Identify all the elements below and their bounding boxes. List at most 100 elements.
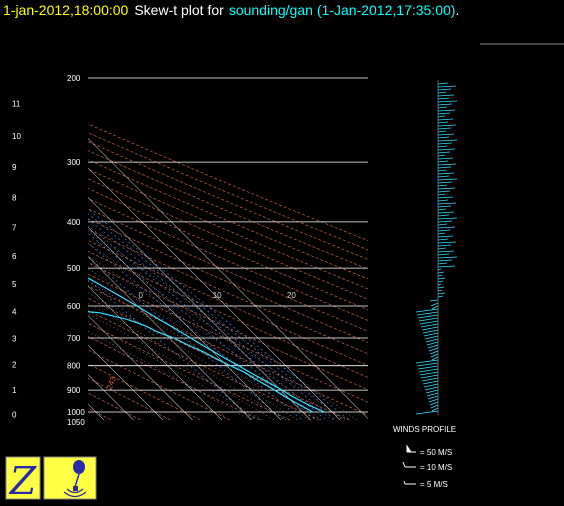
mixing-ratio-line — [88, 218, 336, 420]
isotherm-line — [88, 197, 311, 420]
wind-barb — [437, 103, 453, 106]
wind-barb — [429, 401, 439, 406]
isotherm-line — [0, 78, 18, 422]
wind-barb — [437, 133, 455, 136]
wind-barb — [426, 341, 439, 346]
wind-barb — [437, 181, 453, 184]
wind-barb — [431, 356, 439, 361]
sonde-box-icon — [73, 486, 78, 491]
wind-barb — [429, 299, 439, 302]
wind-barb — [416, 362, 439, 367]
isotherm-line — [88, 344, 164, 420]
wind-barb — [417, 365, 439, 370]
wind-barb — [437, 259, 453, 262]
wind-barb — [437, 157, 454, 160]
wind-barb — [437, 205, 452, 208]
header-date: 1-jan-2012,18:00:00 — [3, 2, 129, 18]
dry-adiabat-line — [88, 218, 368, 343]
wind-barb — [415, 410, 439, 415]
zebra-logo[interactable]: Z — [5, 456, 41, 503]
pennant-icon — [406, 444, 416, 453]
wind-barb — [437, 94, 455, 97]
wind-barb — [415, 359, 439, 364]
wind-barb — [437, 148, 456, 151]
wind-barb — [429, 350, 439, 355]
wind-barb — [437, 88, 452, 91]
wind-barb — [437, 175, 450, 178]
mixing-ratio-line — [88, 225, 327, 420]
wind-barb — [428, 398, 439, 403]
wind-barb — [437, 250, 455, 253]
wind-barb — [437, 178, 458, 181]
wind-barb — [437, 190, 451, 193]
wind-barb — [427, 395, 439, 400]
wind-barb — [437, 226, 456, 229]
wind-barb — [437, 196, 454, 199]
wind-barb — [437, 253, 450, 256]
zebra-logo-bg — [5, 456, 41, 500]
wind-barb — [421, 377, 439, 382]
wind-barb — [437, 214, 450, 217]
height-km-tick-label: 0 — [12, 411, 17, 420]
wind-barb — [437, 268, 442, 271]
dry-adiabat-line — [88, 123, 368, 241]
wind-barb — [420, 323, 439, 328]
mixing-ratio-line — [88, 213, 344, 420]
wind-legend-50: = 50 M/S — [406, 444, 452, 457]
dry-adiabat-line — [88, 132, 368, 251]
sonde-logo[interactable] — [43, 456, 97, 500]
wind-barb — [422, 329, 439, 334]
wind-barb — [430, 404, 439, 409]
wind-barb — [437, 292, 446, 295]
wind-barb — [425, 389, 439, 394]
height-km-tick-label: 1 — [12, 386, 17, 395]
height-km-tick-label: 5 — [12, 280, 17, 289]
wind-barb — [437, 295, 444, 298]
wind-barb — [437, 244, 452, 247]
wind-legend-entry-5: = 5 M/S — [420, 480, 448, 489]
wind-barb — [437, 100, 458, 103]
wind-barb — [437, 97, 450, 100]
wind-legend-entry-50: = 50 M/S — [420, 448, 452, 457]
wind-barb — [437, 112, 451, 115]
wind-barb — [417, 314, 439, 319]
dry-adiabat-line — [88, 323, 291, 420]
wind-barb — [430, 302, 439, 307]
moist-adiabat-label: 20 — [287, 291, 296, 300]
pressure-tick-label: 900 — [67, 386, 81, 395]
mixing-ratio-line — [88, 242, 304, 420]
dewpoint-line — [88, 311, 314, 413]
header-plot-label: Skew-t plot for — [134, 2, 224, 18]
dry-adiabat-line — [88, 198, 368, 321]
axis-labels: 2003004005006007008009001000105001234567… — [12, 74, 296, 427]
wind-barb — [418, 368, 439, 373]
dry-adiabat-line — [88, 168, 368, 290]
moist-adiabat-line — [88, 313, 275, 420]
wind-barb — [437, 166, 452, 169]
wind-barb — [437, 172, 455, 175]
wind-barb — [437, 238, 449, 241]
moist-adiabat-label: 10 — [213, 291, 222, 300]
dry-adiabat-line — [88, 262, 368, 391]
height-km-tick-label: 11 — [12, 100, 21, 109]
wind-barb — [416, 311, 439, 316]
wind-barb — [418, 317, 439, 322]
zebra-z-icon: Z — [9, 459, 37, 503]
moist-adiabat-line — [88, 292, 299, 420]
wind-barb — [437, 277, 446, 280]
wind-barb — [437, 220, 453, 223]
pressure-tick-label: 200 — [67, 74, 81, 83]
wind-barb — [437, 229, 451, 232]
dry-adiabat-line — [88, 208, 368, 332]
header-period: . — [455, 2, 459, 18]
isotherm-line — [88, 403, 105, 420]
isobars — [88, 77, 368, 413]
wind-barb — [437, 154, 446, 157]
moist-adiabats — [88, 230, 358, 420]
dry-adiabat-line — [88, 178, 368, 300]
wind-barb — [437, 106, 448, 109]
wind-barb — [437, 265, 456, 268]
height-km-tick-label: 4 — [12, 308, 17, 317]
half-barb-icon — [403, 480, 416, 485]
wind-barb — [437, 187, 456, 190]
